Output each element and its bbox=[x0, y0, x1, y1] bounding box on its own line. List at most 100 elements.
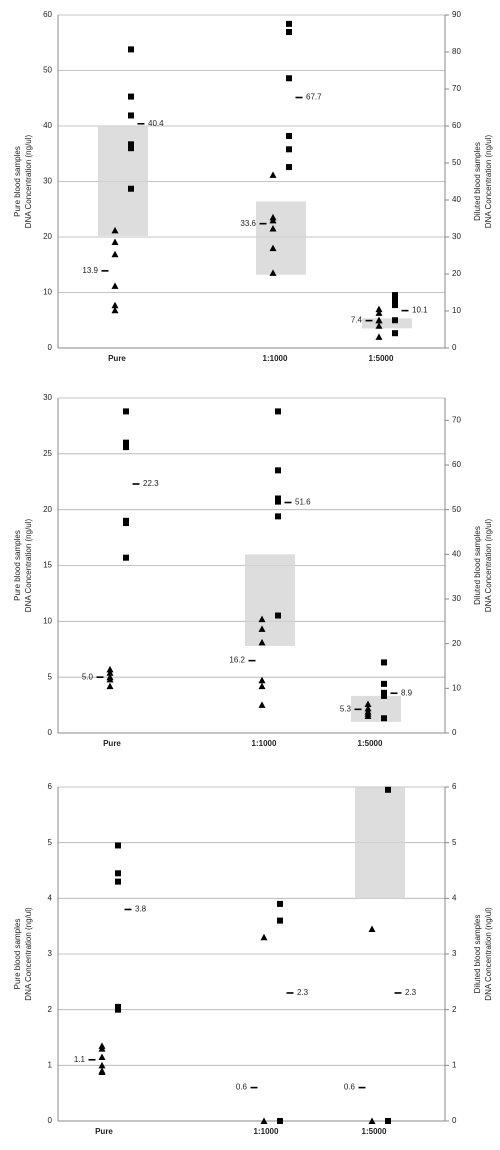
triangle-point bbox=[269, 171, 277, 178]
y-tick-label: 3 bbox=[48, 949, 53, 958]
y-tick-label: 30 bbox=[43, 177, 52, 186]
y2-tick-label: 50 bbox=[452, 158, 461, 167]
y-axis-title: DNA Concentration (ng/ul) bbox=[24, 134, 33, 228]
triangle-point bbox=[364, 712, 372, 720]
y2-tick-label: 3 bbox=[452, 949, 457, 958]
square-point bbox=[115, 842, 121, 849]
square-point bbox=[381, 659, 387, 666]
triangle-point bbox=[364, 700, 372, 707]
mean-label: 33.6 bbox=[240, 219, 256, 228]
y-tick-label: 0 bbox=[48, 728, 53, 737]
y2-tick-label: 10 bbox=[452, 306, 461, 315]
square-point bbox=[286, 146, 292, 153]
y2-axis-title: DNA Concentration (ng/ul) bbox=[484, 134, 493, 228]
square-point bbox=[277, 917, 283, 924]
square-point bbox=[392, 330, 398, 337]
y-axis-title: DNA Concentration (ng/ul) bbox=[24, 907, 33, 1001]
y2-axis-title: Diluted blood samples bbox=[473, 142, 482, 221]
square-point bbox=[128, 141, 134, 148]
y2-axis-title: Diluted blood samples bbox=[473, 526, 482, 605]
square-point bbox=[275, 513, 281, 520]
y-tick-label: 5 bbox=[48, 672, 53, 681]
y2-tick-label: 0 bbox=[452, 343, 457, 352]
y2-tick-label: 2 bbox=[452, 1005, 457, 1014]
y2-tick-label: 30 bbox=[452, 594, 461, 603]
triangle-point bbox=[111, 226, 119, 234]
square-point bbox=[286, 132, 292, 139]
square-point bbox=[275, 467, 281, 474]
triangle-point bbox=[368, 925, 376, 932]
y2-tick-label: 80 bbox=[452, 47, 461, 56]
square-point bbox=[392, 297, 398, 304]
y2-tick-label: 4 bbox=[452, 893, 457, 902]
square-point bbox=[392, 317, 398, 324]
triangle-point bbox=[111, 238, 119, 245]
square-point bbox=[275, 408, 281, 415]
square-point bbox=[275, 498, 281, 505]
y2-tick-label: 10 bbox=[452, 683, 461, 692]
triangle-point bbox=[98, 1068, 106, 1076]
triangle-point bbox=[111, 306, 119, 314]
triangle-point bbox=[375, 333, 383, 340]
square-point bbox=[128, 46, 134, 53]
y2-axis-title: Diluted blood samples bbox=[473, 915, 482, 994]
y2-tick-label: 20 bbox=[452, 639, 461, 648]
square-point bbox=[385, 1118, 391, 1124]
y-axis-title: DNA Concentration (ng/ul) bbox=[24, 518, 33, 612]
triangle-point bbox=[258, 676, 266, 684]
x-tick-label: Pure bbox=[103, 739, 121, 748]
y-tick-label: 30 bbox=[43, 393, 52, 402]
triangle-point bbox=[98, 1061, 106, 1069]
mean-label: 2.3 bbox=[405, 988, 417, 997]
square-point bbox=[123, 520, 129, 527]
y-axis-title: Pure blood samples bbox=[13, 530, 22, 601]
square-point bbox=[392, 292, 398, 299]
triangle-point bbox=[269, 269, 277, 276]
y-tick-label: 60 bbox=[43, 10, 52, 19]
triangle-point bbox=[269, 216, 277, 224]
square-point bbox=[123, 444, 129, 451]
square-point bbox=[277, 1118, 283, 1124]
triangle-point bbox=[260, 933, 268, 941]
y-tick-label: 20 bbox=[43, 505, 52, 514]
y2-tick-label: 5 bbox=[452, 838, 457, 847]
y-axis-title: Pure blood samples bbox=[13, 146, 22, 217]
range-box bbox=[245, 554, 295, 646]
triangle-point bbox=[98, 1053, 106, 1060]
triangle-point bbox=[375, 316, 383, 324]
square-point bbox=[381, 715, 387, 722]
mean-label: 10.1 bbox=[412, 306, 428, 315]
triangle-point bbox=[258, 682, 266, 690]
x-tick-label: Pure bbox=[95, 1127, 113, 1136]
range-box bbox=[355, 787, 405, 899]
x-tick-label: 1:1000 bbox=[252, 739, 277, 748]
x-tick-label: 1:5000 bbox=[369, 354, 394, 363]
square-point bbox=[385, 786, 391, 793]
triangle-point bbox=[106, 682, 114, 690]
square-point bbox=[115, 1006, 121, 1013]
mean-label: 0.6 bbox=[236, 1083, 248, 1092]
square-point bbox=[123, 408, 129, 415]
triangle-point bbox=[269, 244, 277, 252]
y-tick-label: 25 bbox=[43, 449, 52, 458]
y-tick-label: 4 bbox=[48, 893, 53, 902]
triangle-point bbox=[106, 665, 114, 673]
y2-tick-label: 60 bbox=[452, 121, 461, 130]
triangle-point bbox=[98, 1045, 106, 1052]
square-point bbox=[123, 554, 129, 561]
y2-axis-title: DNA Concentration (ng/ul) bbox=[484, 907, 493, 1001]
square-point bbox=[392, 302, 398, 309]
triangle-point bbox=[111, 282, 119, 289]
triangle-point bbox=[258, 625, 266, 632]
square-point bbox=[286, 164, 292, 171]
mean-label: 7.4 bbox=[351, 316, 363, 325]
mean-label: 5.3 bbox=[340, 704, 352, 713]
mean-label: 2.3 bbox=[297, 988, 309, 997]
y2-tick-label: 50 bbox=[452, 505, 461, 514]
y-axis-title: Pure blood samples bbox=[13, 919, 22, 990]
triangle-point bbox=[375, 322, 383, 329]
square-point bbox=[286, 20, 292, 27]
triangle-point bbox=[375, 305, 383, 313]
triangle-point bbox=[258, 615, 266, 623]
